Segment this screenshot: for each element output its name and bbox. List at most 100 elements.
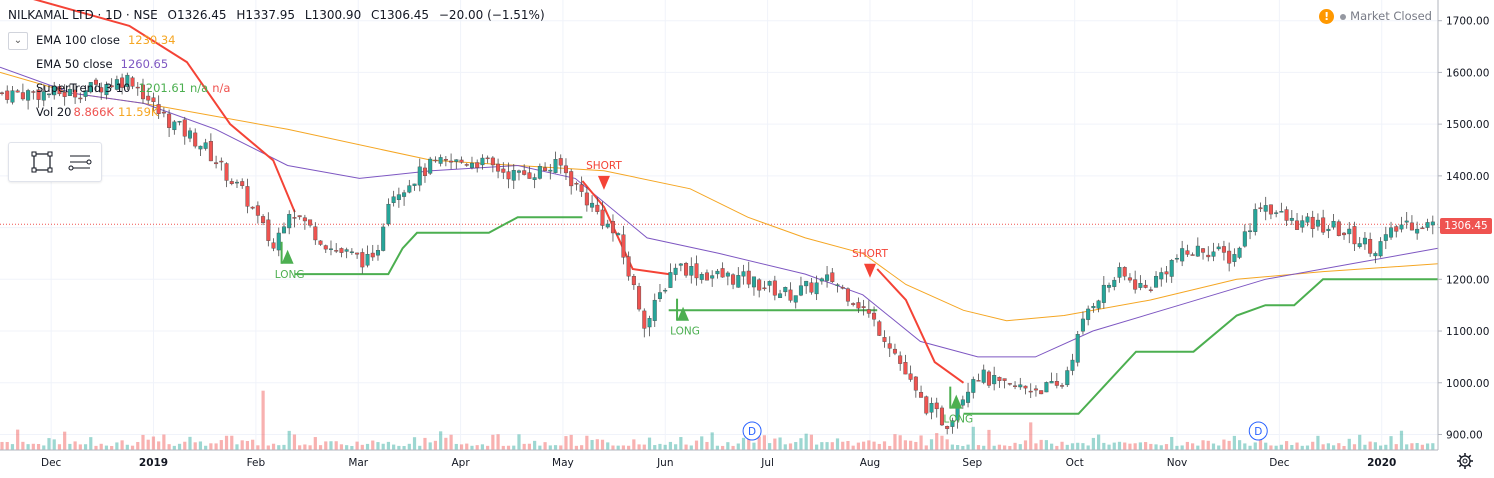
volume-bar xyxy=(705,441,709,450)
volume-bar xyxy=(339,444,344,450)
candle-body xyxy=(1180,248,1185,262)
volume-bar xyxy=(282,444,286,450)
collapse-indicators-button[interactable]: ⌄ xyxy=(8,32,28,50)
candle-body xyxy=(1138,283,1143,288)
volume-legend[interactable]: Vol 20 8.866K 11.59K xyxy=(36,105,166,119)
time-tick-label: Jul xyxy=(760,457,774,469)
candle-body xyxy=(422,167,427,176)
time-tick-label: May xyxy=(552,457,574,469)
supertrend-up-segment xyxy=(294,216,583,276)
volume-bar xyxy=(1185,441,1189,450)
volume-bar xyxy=(1013,442,1017,450)
candle-body xyxy=(1425,222,1430,228)
candle-body xyxy=(819,278,824,282)
candle-body xyxy=(825,274,830,281)
price-tick-label: 1200.00 xyxy=(1446,274,1489,286)
market-status[interactable]: ! Market Closed xyxy=(1319,9,1432,24)
candle-body xyxy=(36,89,41,100)
candle-body xyxy=(313,226,318,241)
ema100-legend[interactable]: EMA 100 close 1230.34 xyxy=(36,33,184,47)
volume-bar xyxy=(31,443,35,450)
candle-body xyxy=(386,203,391,225)
volume-bar xyxy=(1206,440,1210,450)
volume-bar xyxy=(1222,439,1226,450)
volume-bar xyxy=(1060,441,1064,450)
supertrend-value: 1201.61 xyxy=(138,81,186,95)
volume-bar xyxy=(381,443,385,450)
candle-body xyxy=(678,263,683,266)
candle-body xyxy=(553,159,558,173)
drawing-toolbox xyxy=(8,142,102,182)
candle-body xyxy=(872,312,877,320)
candle-body xyxy=(490,157,495,166)
volume-bar xyxy=(1326,443,1330,450)
volume-bar xyxy=(224,435,229,450)
candle-body xyxy=(704,272,709,281)
volume-bar xyxy=(1091,437,1095,450)
volume-bar xyxy=(820,442,824,450)
dividend-marker-icon[interactable] xyxy=(1248,421,1268,441)
volume-bar xyxy=(418,445,422,450)
volume-bar xyxy=(914,441,918,450)
volume-bar xyxy=(486,445,490,450)
settings-button[interactable] xyxy=(1456,452,1474,470)
candle-body xyxy=(783,287,788,293)
volume-bar xyxy=(919,435,923,450)
candle-body xyxy=(537,166,542,179)
ema50-legend[interactable]: EMA 50 close 1260.65 xyxy=(36,57,176,71)
volume-bar xyxy=(313,437,317,450)
volume-bar xyxy=(266,445,270,450)
volume-bar xyxy=(762,435,767,450)
volume-bar xyxy=(157,441,161,450)
supertrend-line xyxy=(33,0,1438,415)
volume-bar xyxy=(976,445,981,450)
dividend-marker-label: D xyxy=(1254,426,1262,438)
time-tick-label: Sep xyxy=(962,457,982,469)
candle-body xyxy=(1075,334,1080,363)
volume-bar xyxy=(256,445,260,450)
settings-gear-icon xyxy=(1457,453,1473,469)
candle-body xyxy=(1362,237,1367,245)
volume-bar xyxy=(83,444,88,450)
volume-bar xyxy=(512,445,516,450)
candle-body xyxy=(584,192,589,206)
price-tick-label: 900.00 xyxy=(1446,429,1483,441)
volume-bar xyxy=(407,443,411,450)
symbol-title[interactable]: NILKAMAL LTD · 1D · NSE xyxy=(8,8,158,22)
candle-body xyxy=(1133,279,1138,290)
candle-body xyxy=(527,172,532,179)
candle-body xyxy=(1248,230,1253,233)
candle-body xyxy=(997,376,1002,381)
volume-bar xyxy=(715,445,720,450)
volume-bar xyxy=(935,433,939,450)
candle-body xyxy=(328,248,333,250)
candle-body xyxy=(1221,246,1226,253)
text-tool-button[interactable] xyxy=(67,149,93,175)
candle-body xyxy=(391,196,396,203)
price-tick-label: 1400.00 xyxy=(1446,171,1489,183)
volume-bar xyxy=(940,435,944,450)
volume-bar xyxy=(1358,434,1362,450)
volume-bar xyxy=(517,434,521,450)
volume-bar xyxy=(794,442,798,450)
candle-body xyxy=(772,280,777,296)
candle-body xyxy=(428,158,433,174)
candle-body xyxy=(255,205,260,216)
candle-body xyxy=(182,119,187,137)
warning-icon[interactable]: ! xyxy=(1319,9,1335,24)
candle-body xyxy=(344,249,349,252)
candle-body xyxy=(93,79,98,85)
dividend-marker-icon[interactable] xyxy=(742,421,762,441)
candle-body xyxy=(0,92,4,94)
supertrend-legend[interactable]: SuperTrend 3 10 1201.61 n/a n/a xyxy=(36,81,238,95)
volume-bar xyxy=(580,445,584,450)
volume-bar xyxy=(36,444,41,450)
candle-body xyxy=(663,289,668,292)
candle-body xyxy=(1086,308,1091,320)
rectangle-tool-button[interactable] xyxy=(29,149,55,175)
time-tick-label: Dec xyxy=(41,457,62,469)
volume-bar xyxy=(1175,445,1179,450)
candle-body xyxy=(532,177,537,180)
